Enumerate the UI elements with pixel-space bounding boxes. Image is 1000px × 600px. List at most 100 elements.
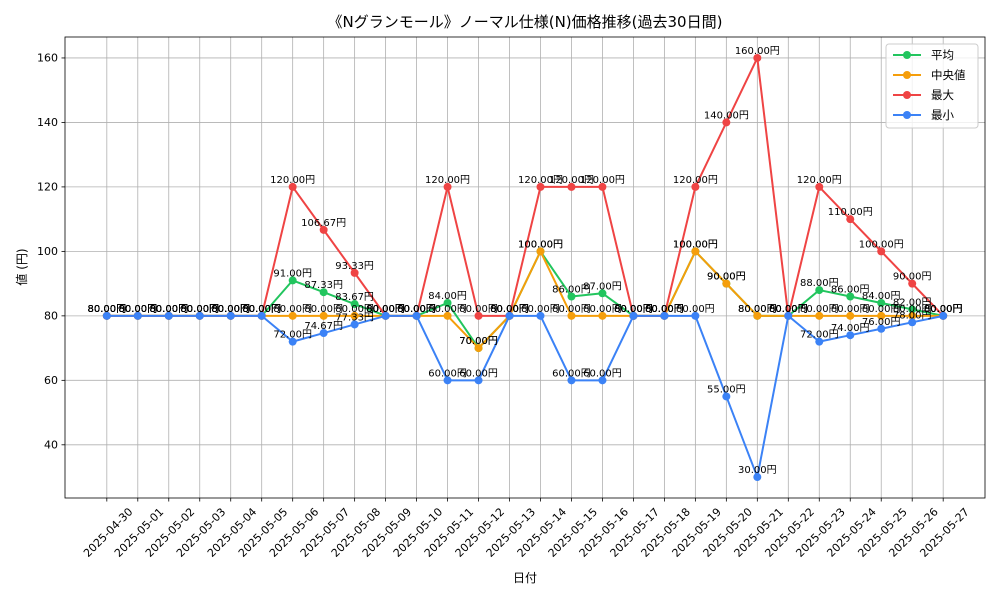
min-series (102, 311, 948, 482)
median-data-label: 80.00円 (614, 304, 653, 315)
min-data-label: 80.00円 (366, 304, 405, 315)
max-point (474, 311, 483, 320)
max-data-label: 80.00円 (924, 304, 963, 315)
median-data-label: 70.00円 (459, 336, 498, 347)
min-data-label: 80.00円 (645, 304, 684, 315)
min-point (660, 311, 669, 320)
min-data-label: 72.00円 (273, 330, 312, 341)
max-data-label: 120.00円 (425, 175, 470, 186)
legend-item-min: 最小 (893, 108, 954, 122)
max-data-label: 120.00円 (549, 175, 594, 186)
legend-label-mean: 平均 (931, 48, 954, 62)
min-data-label: 80.00円 (769, 304, 808, 315)
y-tick-label: 140 (37, 116, 58, 129)
mean-data-label: 70.00円 (459, 336, 498, 347)
max-point (691, 182, 700, 191)
min-point (412, 311, 421, 320)
mean-data-label: 80.00円 (180, 304, 219, 315)
min-data-label: 80.00円 (180, 304, 219, 315)
min-data-label: 60.00円 (552, 368, 591, 379)
min-point (815, 337, 824, 346)
min-point (753, 473, 762, 482)
min-point (629, 311, 638, 320)
min-point (598, 376, 607, 385)
mean-data-label: 80.00円 (490, 304, 529, 315)
min-data-label: 74.67円 (304, 321, 343, 332)
mean-data-label: 80.00円 (397, 304, 436, 315)
min-data-label: 55.00円 (707, 384, 746, 395)
max-data-label: 80.00円 (490, 304, 529, 315)
median-point (567, 311, 576, 320)
max-data-label: 100.00円 (859, 239, 904, 250)
max-point (443, 182, 452, 191)
max-data-label: 80.00円 (645, 304, 684, 315)
mean-point (877, 298, 886, 307)
mean-data-label: 80.00円 (149, 304, 188, 315)
legend-item-median: 中央値 (893, 68, 966, 82)
min-point (133, 311, 142, 320)
max-point (350, 268, 359, 277)
mean-data-label: 80.00円 (924, 304, 963, 315)
max-point (908, 279, 917, 288)
median-data-label: 80.00円 (924, 304, 963, 315)
max-point (753, 53, 762, 62)
mean-data-label: 80.00円 (769, 304, 808, 315)
max-data-label: 80.00円 (87, 304, 126, 315)
max-data-label: 80.00円 (211, 304, 250, 315)
median-point (691, 247, 700, 256)
max-point (598, 182, 607, 191)
min-line (106, 314, 944, 479)
median-data-label: 80.00円 (149, 304, 188, 315)
max-data-label: 80.00円 (366, 304, 405, 315)
max-data-label: 106.67円 (301, 218, 346, 229)
mean-data-label: 87.00円 (583, 281, 622, 292)
min-data-label: 80.00円 (521, 304, 560, 315)
median-data-label: 80.00円 (490, 304, 529, 315)
x-axis-label: 日付 (513, 571, 537, 585)
max-data-label: 120.00円 (580, 175, 625, 186)
min-data-label: 80.00円 (924, 304, 963, 315)
median-data-label: 80.00円 (397, 304, 436, 315)
y-tick-label: 120 (37, 180, 58, 193)
min-data-label: 60.00円 (583, 368, 622, 379)
median-data-label: 80.00円 (211, 304, 250, 315)
min-point (102, 311, 111, 320)
mean-point (443, 298, 452, 307)
min-data-label: 80.00円 (211, 304, 250, 315)
max-data-label: 140.00円 (704, 110, 749, 121)
max-point (815, 182, 824, 191)
mean-data-label: 84.00円 (428, 291, 467, 302)
mean-point (288, 276, 297, 285)
median-data-label: 80.00円 (645, 304, 684, 315)
mean-data-label: 80.00円 (366, 304, 405, 315)
y-axis-label: 値 (円) (14, 248, 29, 285)
median-data-label: 80.00円 (862, 304, 901, 315)
max-data-label: 93.33円 (335, 261, 374, 272)
median-data-label: 100.00円 (518, 239, 563, 250)
median-point (350, 311, 359, 320)
max-data-label: 120.00円 (270, 175, 315, 186)
max-data-label: 80.00円 (459, 304, 498, 315)
mean-data-label: 80.00円 (118, 304, 157, 315)
max-point (536, 182, 545, 191)
median-point (908, 311, 917, 320)
max-data-label: 120.00円 (518, 175, 563, 186)
max-data-label: 90.00円 (893, 272, 932, 283)
mean-data-label: 83.67円 (335, 292, 374, 303)
median-data-label: 80.00円 (366, 304, 405, 315)
min-point (288, 337, 297, 346)
mean-point (908, 305, 917, 314)
mean-data-label: 91.00円 (273, 268, 312, 279)
min-point (846, 331, 855, 340)
median-point (846, 311, 855, 320)
mean-data-label: 80.00円 (242, 304, 281, 315)
median-data-label: 80.00円 (738, 304, 777, 315)
max-data-label: 120.00円 (673, 175, 718, 186)
median-data-label: 90.00円 (707, 272, 746, 283)
min-point (908, 318, 917, 327)
min-data-label: 74.00円 (831, 323, 870, 334)
max-data-label: 80.00円 (149, 304, 188, 315)
